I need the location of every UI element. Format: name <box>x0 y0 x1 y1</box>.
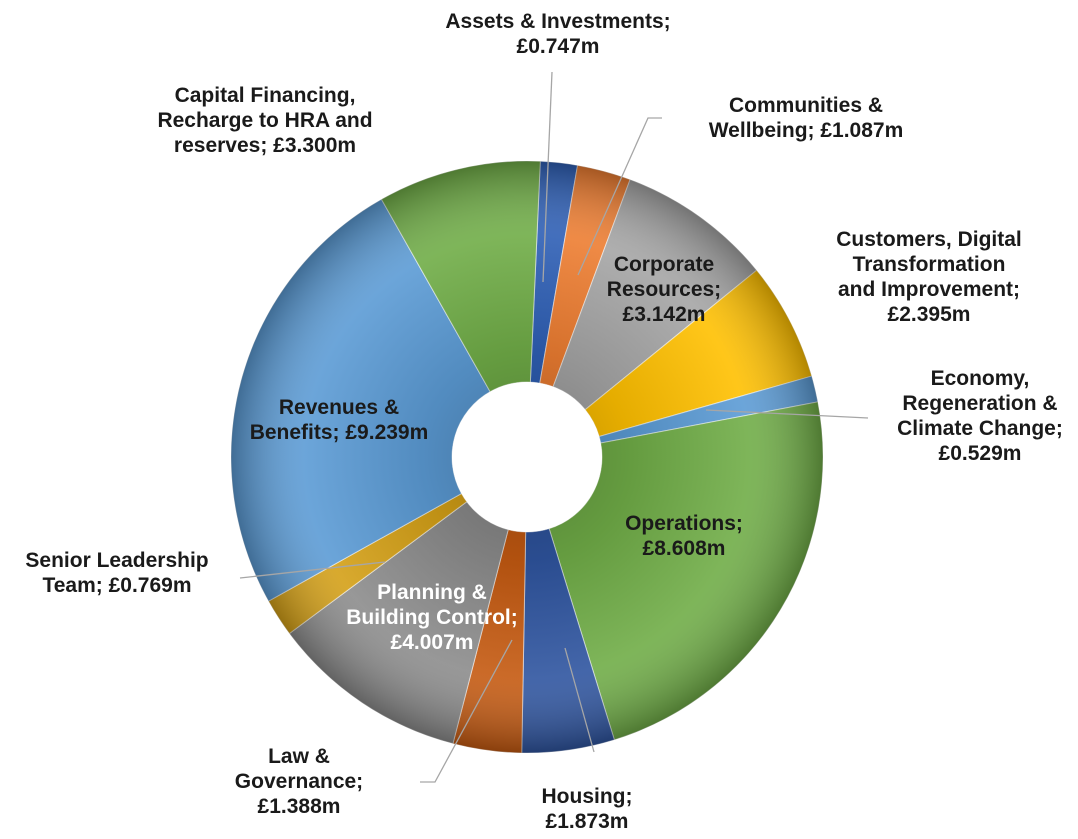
data-label-line: Planning & <box>377 581 487 604</box>
leader-line-assets-and-investments <box>542 71 553 283</box>
data-label-line: Regeneration & <box>902 392 1057 415</box>
data-label-communities-and-wellbeing: Communities & Wellbeing; £1.087m <box>709 94 904 142</box>
data-label-line: Corporate <box>614 253 714 276</box>
leader-line-senior-leadership-team <box>239 561 386 579</box>
data-label-line: Senior Leadership <box>25 549 208 572</box>
data-label-line: Benefits; £9.239m <box>250 421 429 444</box>
data-label-line: £0.747m <box>517 35 600 58</box>
data-label-line: Customers, Digital <box>836 228 1022 251</box>
data-label-line: Capital Financing, <box>175 84 356 107</box>
data-label-operations: Operations; £8.608m <box>625 512 743 560</box>
data-label-capital-financing-recharge-to-hra-and-reserves: Capital Financing, Recharge to HRA and res… <box>157 84 372 157</box>
data-label-line: Transformation <box>853 253 1006 276</box>
data-label-line: and Improvement; <box>838 278 1020 301</box>
data-label-law-and-governance: Law & Governance; £1.388m <box>235 745 363 818</box>
data-label-line: £0.529m <box>939 442 1022 465</box>
data-label-line: Revenues & <box>279 396 399 419</box>
data-label-line: Team; £0.769m <box>42 574 191 597</box>
data-label-line: £1.388m <box>258 795 341 818</box>
data-label-line: Housing; <box>542 785 633 808</box>
data-label-line: Assets & Investments; <box>445 10 670 33</box>
leader-line-law-and-governance <box>420 639 513 783</box>
data-label-line: £3.142m <box>623 303 706 326</box>
data-label-line: Economy, <box>931 367 1030 390</box>
data-label-revenues-and-benefits: Revenues & Benefits; £9.239m <box>250 396 429 444</box>
data-label-customers-digital-transformation-and-improvement: Customers, Digital Transformation and Impr… <box>836 228 1022 326</box>
data-label-line: £8.608m <box>643 537 726 560</box>
leader-line-communities-and-wellbeing <box>577 117 662 276</box>
data-label-line: £4.007m <box>391 631 474 654</box>
data-label-housing: Housing; £1.873m <box>542 785 633 833</box>
data-label-line: Wellbeing; £1.087m <box>709 119 904 142</box>
leader-lines-layer <box>239 71 869 783</box>
data-label-planning-and-building-control: Planning & Building Control; £4.007m <box>346 581 517 654</box>
data-label-line: Governance; <box>235 770 363 793</box>
data-label-senior-leadership-team: Senior Leadership Team; £0.769m <box>25 549 208 597</box>
data-label-line: Communities & <box>729 94 883 117</box>
data-label-corporate-resources: Corporate Resources; £3.142m <box>607 253 721 326</box>
leader-line-housing <box>564 647 595 753</box>
data-label-line: Law & <box>268 745 330 768</box>
data-label-line: Building Control; <box>346 606 517 629</box>
labels-layer: Assets & Investments; £0.747m Communities … <box>25 10 1062 833</box>
leader-line-economy-regeneration-and-climate-change <box>705 409 869 419</box>
data-label-line: Climate Change; <box>897 417 1063 440</box>
data-label-line: £1.873m <box>546 810 629 833</box>
data-label-economy-regeneration-and-climate-change: Economy, Regeneration & Climate Change; £0.… <box>897 367 1063 465</box>
data-label-line: reserves; £3.300m <box>174 134 356 157</box>
data-label-assets-and-investments: Assets & Investments; £0.747m <box>445 10 670 58</box>
data-label-line: Operations; <box>625 512 743 535</box>
data-label-line: Recharge to HRA and <box>157 109 372 132</box>
doughnut-hole <box>452 382 602 532</box>
data-label-line: £2.395m <box>888 303 971 326</box>
data-label-line: Resources; <box>607 278 721 301</box>
